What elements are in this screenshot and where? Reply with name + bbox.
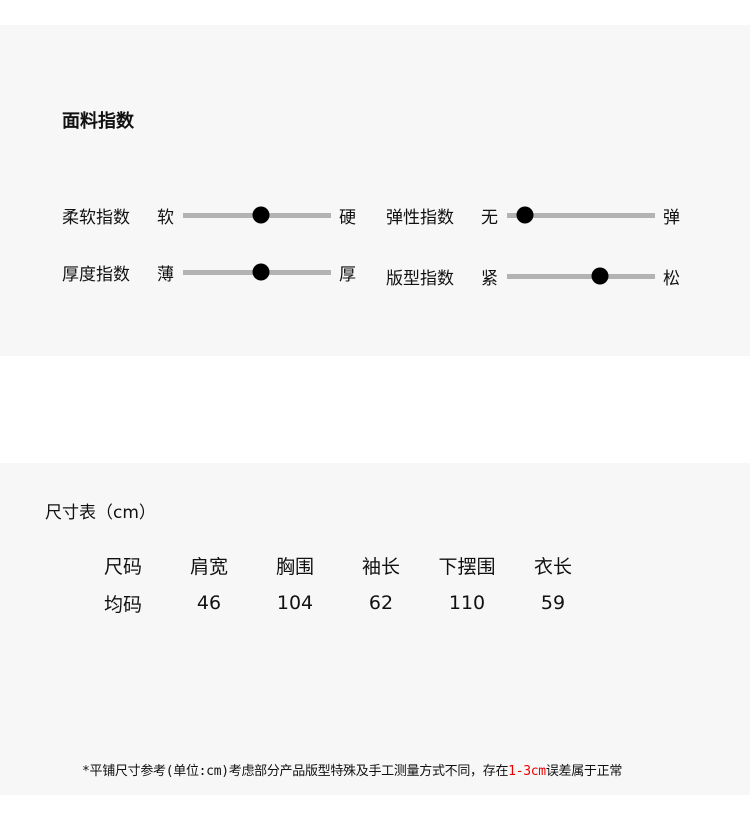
fabric-index-title: 面料指数 xyxy=(62,111,134,132)
slider-row-elasticity: 弹性指数 无 弹 xyxy=(386,200,687,230)
note-highlight: 1-3cm xyxy=(508,764,546,779)
table-cell: 46 xyxy=(196,592,222,614)
slider-knob xyxy=(516,206,534,224)
table-header-row: 尺码 肩宽 胸围 袖长 下摆围 衣长 xyxy=(80,546,596,584)
slider-row-softness: 柔软指数 软 硬 xyxy=(62,200,363,230)
table-cell: 104 xyxy=(276,592,314,614)
slider-label: 柔软指数 xyxy=(62,207,130,228)
table-cell: 59 xyxy=(540,592,566,614)
slider-label: 弹性指数 xyxy=(386,207,454,228)
slider-knob xyxy=(591,267,609,285)
slider-min-label: 无 xyxy=(481,207,498,228)
slider-track xyxy=(507,267,655,285)
size-chart-panel: 尺寸表（cm） 尺码 肩宽 胸围 袖长 下摆围 衣长 均码 46 104 62 … xyxy=(0,463,750,795)
slider-max-label: 松 xyxy=(663,268,680,289)
slider-max-label: 硬 xyxy=(339,207,356,228)
measurement-note: *平铺尺寸参考(单位:cm)考虑部分产品版型特殊及手工测量方式不同，存在1-3c… xyxy=(82,760,622,779)
slider-knob xyxy=(252,263,270,281)
slider-label: 版型指数 xyxy=(386,268,454,289)
header-cell: 肩宽 xyxy=(189,555,228,578)
header-cell: 下摆围 xyxy=(438,555,496,578)
slider-knob xyxy=(252,206,270,224)
note-text: *平铺尺寸参考(单位:cm)考虑部分产品版型特殊及手工测量方式不同，存在 xyxy=(82,764,509,779)
table-cell: 均码 xyxy=(103,593,142,616)
slider-row-thickness: 厚度指数 薄 厚 xyxy=(62,257,363,287)
slider-min-label: 薄 xyxy=(157,264,174,285)
table-cell: 62 xyxy=(368,592,394,614)
fabric-index-panel: 面料指数 柔软指数 软 硬 弹性指数 无 弹 厚度指数 薄 厚 版型指数 紧 松 xyxy=(0,25,750,356)
header-cell: 衣长 xyxy=(533,555,572,578)
header-cell: 尺码 xyxy=(103,555,142,578)
slider-track xyxy=(183,206,331,224)
slider-track xyxy=(183,263,331,281)
table-cell: 110 xyxy=(448,592,486,614)
slider-row-fit: 版型指数 紧 松 xyxy=(386,261,687,291)
size-table: 尺码 肩宽 胸围 袖长 下摆围 衣长 均码 46 104 62 110 59 xyxy=(80,546,596,622)
slider-min-label: 紧 xyxy=(481,268,498,289)
slider-track xyxy=(507,206,655,224)
note-text: 误差属于正常 xyxy=(545,764,623,779)
slider-max-label: 弹 xyxy=(663,207,680,228)
slider-label: 厚度指数 xyxy=(62,264,130,285)
header-cell: 袖长 xyxy=(361,555,400,578)
size-chart-title: 尺寸表（cm） xyxy=(45,503,156,523)
slider-min-label: 软 xyxy=(157,207,174,228)
header-cell: 胸围 xyxy=(275,555,314,578)
table-row: 均码 46 104 62 110 59 xyxy=(80,584,596,622)
slider-max-label: 厚 xyxy=(339,264,356,285)
